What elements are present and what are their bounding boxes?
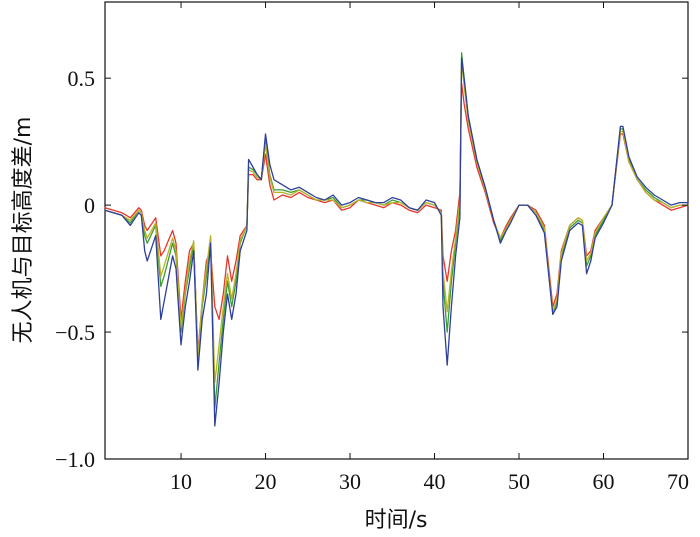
y-axis-label: 无人机与目标高度差/m xyxy=(11,117,36,344)
y-tick-label: −1.0 xyxy=(55,447,95,472)
x-tick-label: 60 xyxy=(593,469,615,494)
x-tick-label: 70 xyxy=(667,469,689,494)
plot-frame xyxy=(104,1,689,460)
series-line-4 xyxy=(104,57,689,427)
series-group xyxy=(104,52,689,427)
x-tick-label: 20 xyxy=(255,469,277,494)
y-tick-label: 0.5 xyxy=(68,66,96,91)
x-tick-label: 50 xyxy=(508,469,530,494)
series-line-2 xyxy=(104,52,689,409)
y-tick-label: 0 xyxy=(84,193,95,218)
x-axis-label: 时间/s xyxy=(365,508,428,533)
ticks-group: 10 20 30 40 50 60 70 −1.0 −0.5 0 0.5 xyxy=(55,2,689,494)
x-tick-label: 10 xyxy=(170,469,192,494)
series-line-1 xyxy=(104,82,689,354)
x-tick-label: 40 xyxy=(424,469,446,494)
y-tick-label: −0.5 xyxy=(55,320,95,345)
x-tick-label: 30 xyxy=(339,469,361,494)
